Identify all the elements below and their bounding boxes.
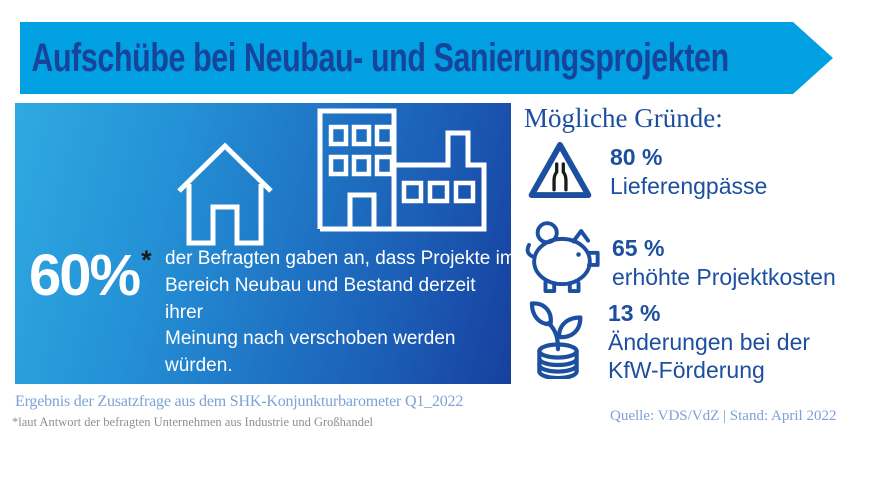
stat-panel: 60%* der Befragten gaben an, dass Projek… [15,103,516,483]
stat-value-number: 60% [29,243,141,308]
reasons-heading: Mögliche Gründe: [524,103,723,133]
page-title: Aufschübe bei Neubau- und Sanierungsproj… [31,35,729,80]
reason-percent: 80 % [610,144,663,170]
piggy-bank-icon [518,218,606,298]
stat-value: 60%* [29,245,152,305]
asterisk-footnote: *laut Antwort der befragten Unternehmen … [12,415,374,429]
plant-on-coins-icon [528,297,588,379]
stat-asterisk: * [141,245,152,275]
reason-percent: 13 % [608,300,661,326]
stat-description: der Befragten gaben an, dass Projekte im… [165,248,516,484]
road-narrows-warning-sign-icon [527,139,593,201]
house-icon [173,139,277,249]
reason-item: 13 % Änderungen bei der KfW-Förderung [608,299,860,385]
reason-label: Änderungen bei der KfW-Förderung [608,328,811,384]
office-factory-building-icon [298,107,488,232]
reason-label: erhöhte Projektkosten [612,263,836,290]
reason-percent: 65 % [612,235,665,261]
reason-item: 80 % Lieferengpässe [610,143,767,200]
source-note: Quelle: VDS/VdZ | Stand: April 2022 [610,408,837,424]
reason-label: Lieferengpässe [610,172,768,199]
header-arrow-banner: Aufschübe bei Neubau- und Sanierungsproj… [20,22,833,94]
reason-item: 65 % erhöhte Projektkosten [612,234,836,291]
result-note: Ergebnis der Zusatzfrage aus dem SHK-Kon… [15,393,464,410]
